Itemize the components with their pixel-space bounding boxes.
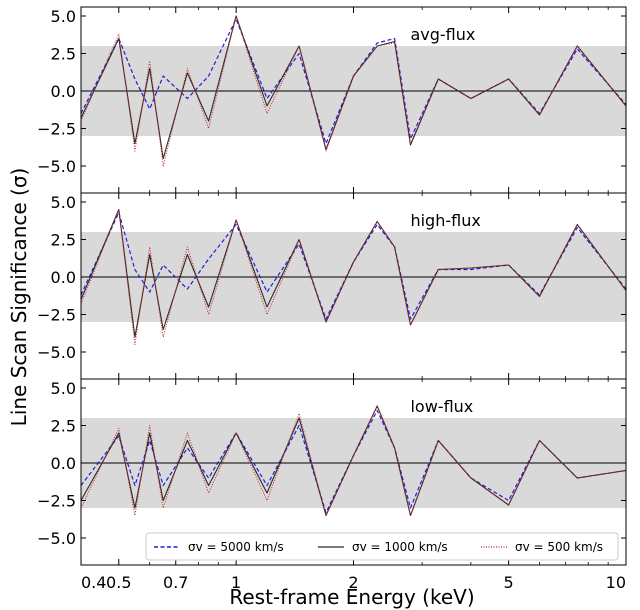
legend-box (145, 532, 619, 561)
y-axis-label: Line Scan Significance (σ) (7, 168, 31, 427)
y-tick-label: 5.0 (51, 193, 76, 212)
legend: σv = 5000 km/s σv = 1000 km/s σv = 500 km/… (145, 532, 619, 561)
legend-label: σv = 5000 km/s (188, 540, 284, 554)
chart-panel: 5.0 2.5 0.0 −2.5 −5.0 high-flux (37, 192, 627, 380)
x-tick-label: 1 (231, 573, 241, 592)
y-tick-label: 0.0 (51, 82, 76, 101)
series-line (81, 15, 626, 167)
chart-panel: 5.0 2.5 0.0 −2.5 −5.0 avg-flux (37, 6, 627, 194)
legend-label: σv = 1000 km/s (352, 540, 448, 554)
y-tick-label: 2.5 (51, 45, 76, 64)
y-tick-label: 0.0 (51, 454, 76, 473)
x-tick-label: 0.5 (106, 573, 131, 592)
panel-title: low-flux (410, 397, 473, 416)
x-tick-label: 0.4 (81, 573, 106, 592)
y-tick-label: −2.5 (37, 306, 76, 325)
y-tick-label: 2.5 (51, 417, 76, 436)
y-tick-label: −5.0 (37, 343, 76, 362)
y-tick-label: 0.0 (51, 268, 76, 287)
series-line (81, 209, 626, 345)
x-tick-label: 5 (504, 573, 514, 592)
series-line (81, 405, 626, 516)
y-tick-label: −2.5 (37, 120, 76, 139)
panel-title: high-flux (410, 211, 480, 230)
y-tick-label: −5.0 (37, 157, 76, 176)
chart-panel: 5.0 2.5 0.0 −2.5 −5.0 low-flux 0.4 0.5 0.7 1 2 5 10 (37, 378, 627, 592)
y-tick-label: −5.0 (37, 529, 76, 548)
x-axis-label: Rest-frame Energy (keV) (229, 585, 474, 609)
series-line (81, 15, 626, 160)
y-tick-label: −2.5 (37, 492, 76, 511)
panels: 5.0 2.5 0.0 −2.5 −5.0 avg-flux 5.0 2.5 0.0 −2.5 −5… (37, 6, 627, 592)
legend-label: σv = 500 km/s (515, 540, 603, 554)
panel-title: avg-flux (410, 25, 475, 44)
x-tick-label: 2 (348, 573, 358, 592)
y-tick-label: 5.0 (51, 379, 76, 398)
y-tick-label: 2.5 (51, 231, 76, 250)
x-tick-label: 0.7 (163, 573, 188, 592)
x-tick-label: 10 (606, 573, 626, 592)
y-tick-label: 5.0 (51, 7, 76, 26)
